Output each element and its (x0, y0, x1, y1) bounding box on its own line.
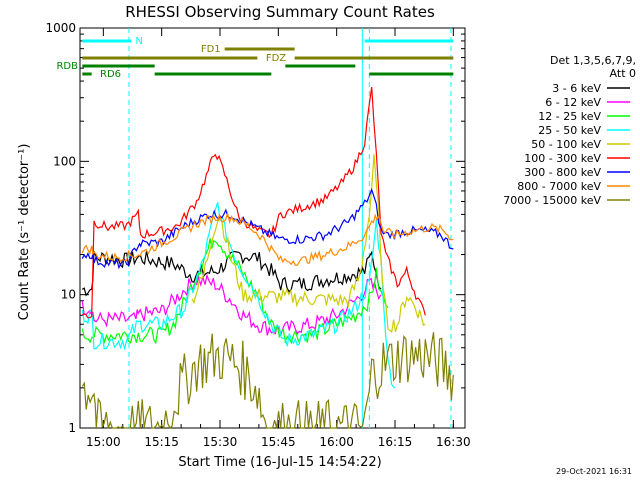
annotation-label-fd1: FD1 (201, 44, 221, 55)
annotation-label-n: N (135, 36, 142, 47)
series-line-5 (81, 86, 426, 319)
legend-entry-label: 800 - 7000 keV (517, 180, 601, 193)
series-lines (81, 86, 454, 430)
legend-entry-label: 6 - 12 keV (545, 96, 601, 109)
y-tick-label: 1000 (45, 21, 76, 35)
y-tick-label: 1 (68, 421, 76, 435)
annotation-label-fdz: FDZ (266, 53, 286, 64)
annotation-label-rdb: RDB (56, 61, 78, 72)
legend-entry-label: 25 - 50 keV (538, 124, 601, 137)
series-line-4 (191, 154, 426, 334)
series-line-8 (81, 332, 454, 430)
x-axis: 15:00 15:15 15:30 15:45 16:00 16:15 16:30 (86, 28, 471, 449)
series-line-6 (81, 187, 454, 270)
legend-header: Att 0 (610, 67, 636, 80)
x-tick-label: 15:30 (203, 435, 238, 449)
x-axis-label: Start Time (16-Jul-15 14:54:22) (178, 455, 381, 470)
series-line-2 (81, 238, 389, 345)
legend-entry-label: 300 - 800 keV (524, 166, 601, 179)
series-line-7 (81, 211, 454, 266)
legend-header: Det 1,3,5,6,7,9, (550, 54, 636, 67)
y-axis: 1 10 100 1000 (45, 21, 465, 435)
x-tick-label: 15:00 (86, 435, 121, 449)
legend-entry-label: 12 - 25 keV (538, 110, 601, 123)
series-line-1 (81, 273, 382, 336)
x-tick-label: 16:15 (378, 435, 413, 449)
x-tick-label: 16:00 (319, 435, 354, 449)
footer-date: 29-Oct-2021 16:31 (556, 467, 632, 476)
legend-entry-label: 3 - 6 keV (552, 82, 601, 95)
legend-entry-label: 7000 - 15000 keV (503, 194, 601, 207)
legend-entry-label: 50 - 100 keV (531, 138, 601, 151)
y-tick-label: 100 (53, 154, 76, 168)
vertical-markers (128, 28, 452, 428)
x-tick-label: 15:45 (261, 435, 296, 449)
x-tick-label: 15:15 (144, 435, 179, 449)
legend-entry-label: 100 - 300 keV (524, 152, 601, 165)
x-tick-label: 16:30 (436, 435, 471, 449)
annotation-bars: N FD1 FDZ RDB RD6 (56, 36, 454, 80)
annotation-label-rd6: RD6 (100, 69, 121, 80)
y-tick-label: 10 (61, 288, 76, 302)
series-line-3 (81, 202, 396, 389)
y-axis-label: Count Rate (s⁻¹ detector⁻¹) (17, 144, 32, 321)
chart-title: RHESSI Observing Summary Count Rates (125, 3, 435, 21)
